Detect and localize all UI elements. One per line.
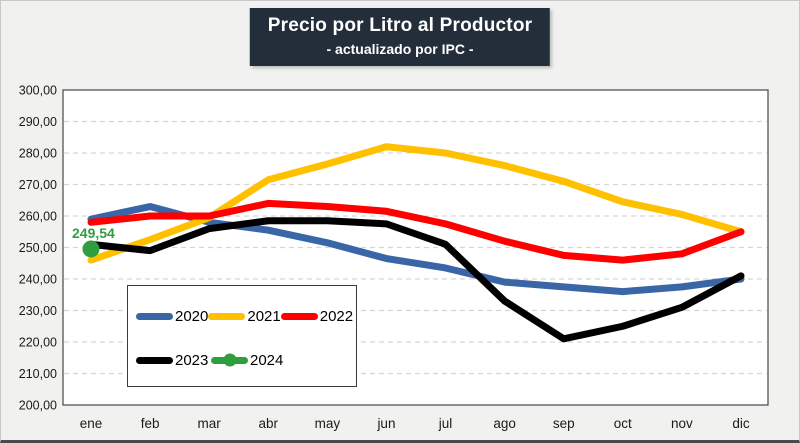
y-tick-label: 220,00	[19, 336, 57, 350]
series-marker-2024	[82, 240, 100, 258]
series-line-2021	[87, 143, 745, 264]
y-tick-label: 300,00	[19, 84, 57, 98]
data-point-label: 249,54	[72, 225, 115, 241]
x-tick-label: mar	[198, 416, 222, 431]
x-tick-label: sep	[553, 416, 575, 431]
x-tick-label: feb	[141, 416, 160, 431]
legend-swatch-2024	[211, 353, 248, 367]
x-tick-label: nov	[671, 416, 693, 431]
legend-swatch-2022	[280, 312, 318, 320]
legend-swatch-2021	[208, 312, 246, 320]
legend-label-2022: 2022	[319, 307, 354, 325]
legend-item-2023: 2023	[136, 353, 211, 368]
x-tick-label: jun	[376, 416, 395, 431]
chart-title: Precio por Litro al Productor	[267, 15, 533, 36]
legend-label-2020: 2020	[175, 307, 209, 325]
legend-swatch-2020	[136, 312, 173, 320]
y-tick-label: 200,00	[19, 399, 57, 413]
y-tick-label: 210,00	[19, 367, 57, 381]
x-tick-label: oct	[614, 416, 632, 431]
legend-row: 2023 2024	[136, 338, 350, 382]
chart-legend: 2020 2021 2022 2023 2024	[127, 285, 357, 387]
legend-label-2021: 2021	[247, 307, 281, 325]
legend-label-2023: 2023	[175, 351, 209, 369]
legend-row: 2020 2021 2022	[136, 294, 354, 338]
x-tick-label: jul	[438, 416, 453, 431]
legend-item-2024: 2024	[211, 353, 286, 368]
y-tick-label: 260,00	[19, 210, 57, 224]
legend-swatch-2023	[136, 356, 173, 364]
x-tick-label: may	[315, 416, 341, 431]
y-tick-label: 240,00	[19, 273, 57, 287]
y-tick-label: 230,00	[19, 304, 57, 318]
y-tick-label: 280,00	[19, 147, 57, 161]
y-tick-label: 270,00	[19, 178, 57, 192]
series-line-2023	[87, 217, 745, 343]
legend-label-2024: 2024	[250, 351, 284, 369]
y-tick-label: 250,00	[19, 241, 57, 255]
legend-item-2020: 2020	[136, 309, 208, 324]
chart-subtitle: - actualizado por IPC -	[326, 41, 474, 57]
x-tick-label: dic	[732, 416, 750, 431]
series-line-2022	[87, 199, 745, 264]
x-tick-label: abr	[259, 416, 279, 431]
legend-item-2021: 2021	[208, 307, 281, 325]
chart-title-box: Precio por Litro al Productor - actualiz…	[249, 8, 551, 66]
legend-marker-dot	[223, 353, 236, 367]
legend-item-2022: 2022	[280, 307, 354, 325]
x-tick-label: ene	[80, 416, 103, 431]
y-tick-label: 290,00	[19, 115, 57, 129]
x-tick-label: ago	[493, 416, 516, 431]
plot-border	[62, 89, 769, 406]
